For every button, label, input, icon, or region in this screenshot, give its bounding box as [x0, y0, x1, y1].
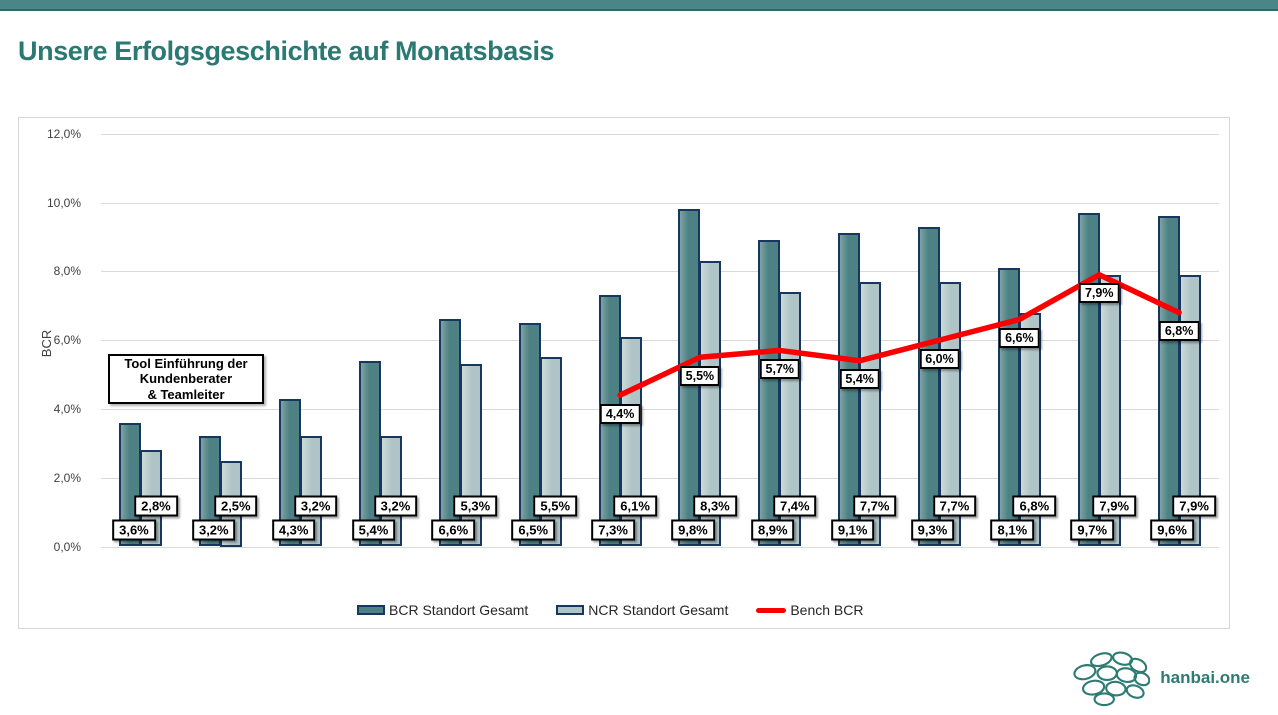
top-accent-bar — [0, 0, 1278, 11]
gridline — [101, 546, 1219, 548]
bench-value-label: 6,8% — [1158, 321, 1200, 342]
legend-label-bench: Bench BCR — [790, 602, 864, 618]
y-tick-label: 4,0% — [53, 401, 81, 416]
bcr-value-label: 8,1% — [990, 519, 1035, 541]
y-tick-label: 6,0% — [53, 333, 81, 348]
bar-ncr — [779, 291, 802, 547]
bench-value-label: 4,4% — [599, 403, 641, 424]
bcr-value-label: 9,1% — [830, 519, 875, 541]
brand-logo: hanbai.one — [1072, 649, 1250, 707]
hanbai-cluster-icon — [1073, 651, 1151, 707]
ncr-value-label: 7,9% — [1092, 495, 1137, 517]
legend-item-ncr: NCR Standort Gesamt — [556, 602, 728, 618]
slide-title: Unsere Erfolgsgeschichte auf Monatsbasis — [18, 36, 555, 66]
annotation-box: Tool Einführung der Kundenberater & Team… — [108, 354, 264, 404]
ncr-value-label: 7,9% — [1172, 495, 1216, 517]
legend-item-bench: Bench BCR — [756, 602, 864, 618]
legend-item-bcr: BCR Standort Gesamt — [357, 602, 528, 618]
ncr-value-label: 2,5% — [213, 495, 258, 517]
ncr-value-label: 2,8% — [134, 495, 178, 517]
bcr-value-label: 6,6% — [431, 519, 476, 541]
gridline — [101, 340, 1219, 342]
annotation-line: Tool Einführung der — [124, 355, 248, 371]
bar-ncr — [1178, 274, 1201, 547]
annotation-line: & Teamleiter — [147, 386, 225, 402]
bcr-value-label: 4,3% — [271, 519, 316, 541]
y-tick-label: 8,0% — [53, 264, 81, 279]
bench-value-label: 6,6% — [999, 327, 1040, 348]
chart-area: BCR Tool Einführung der Kundenberater & … — [18, 117, 1230, 629]
bench-line-swatch-icon — [756, 607, 787, 613]
bcr-value-label: 9,8% — [671, 519, 715, 541]
ncr-value-label: 5,5% — [533, 495, 578, 517]
bcr-value-label: 9,7% — [1070, 519, 1115, 541]
bcr-value-label: 3,6% — [112, 519, 156, 541]
bcr-value-label: 6,5% — [511, 519, 556, 541]
gridline — [101, 133, 1219, 135]
ncr-value-label: 7,4% — [772, 495, 817, 517]
ncr-value-label: 6,1% — [613, 495, 657, 517]
ncr-value-label: 5,3% — [453, 495, 498, 517]
ncr-value-label: 7,7% — [932, 495, 977, 517]
ncr-value-label: 3,2% — [373, 495, 418, 517]
gridline — [101, 202, 1219, 204]
bcr-value-label: 7,3% — [591, 519, 635, 541]
ncr-swatch-icon — [556, 605, 585, 615]
bcr-swatch-icon — [357, 605, 385, 615]
bar-ncr — [380, 436, 402, 547]
bcr-value-label: 8,9% — [750, 519, 795, 541]
gridline — [101, 408, 1219, 410]
bench-value-label: 5,4% — [839, 369, 880, 390]
ncr-value-label: 6,8% — [1012, 495, 1057, 517]
ncr-value-label: 7,7% — [852, 495, 897, 517]
chart-legend: BCR Standort Gesamt NCR Standort Gesamt … — [357, 600, 864, 620]
legend-label-bcr: BCR Standort Gesamt — [389, 602, 529, 618]
bcr-value-label: 9,6% — [1150, 519, 1194, 541]
bench-value-label: 6,0% — [919, 348, 960, 369]
ncr-value-label: 8,3% — [693, 495, 737, 517]
bench-line — [617, 271, 1182, 398]
ncr-value-label: 3,2% — [293, 495, 338, 517]
y-tick-label: 10,0% — [46, 195, 81, 210]
bcr-value-label: 3,2% — [191, 519, 236, 541]
annotation-line: Kundenberater — [139, 371, 233, 387]
y-tick-label: 0,0% — [53, 539, 81, 554]
bar-ncr — [1098, 274, 1121, 547]
bcr-value-label: 9,3% — [910, 519, 955, 541]
gridline — [101, 271, 1219, 273]
y-tick-label: 2,0% — [53, 470, 81, 485]
bar-ncr — [300, 436, 323, 547]
bar-ncr — [699, 260, 722, 547]
bcr-value-label: 5,4% — [351, 519, 396, 541]
y-tick-label: 12,0% — [46, 126, 81, 141]
gridline — [101, 477, 1219, 479]
bar-ncr — [859, 281, 882, 547]
bench-value-label: 7,9% — [1078, 283, 1120, 304]
logo-wordmark: hanbai.one — [1160, 668, 1250, 687]
legend-label-ncr: NCR Standort Gesamt — [588, 602, 729, 618]
bench-value-label: 5,7% — [759, 358, 801, 379]
bench-value-label: 5,5% — [679, 365, 721, 386]
bar-ncr — [939, 281, 961, 547]
